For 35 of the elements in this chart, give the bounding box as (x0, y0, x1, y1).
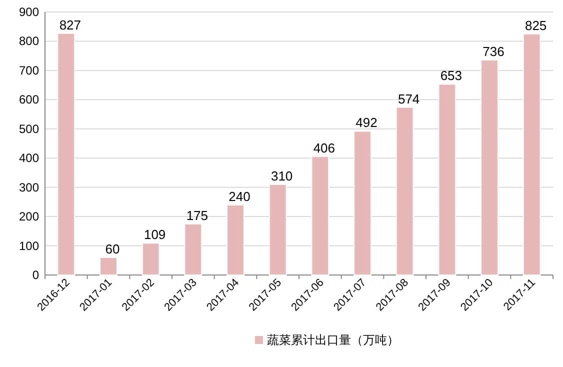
y-tick-label: 600 (18, 92, 40, 107)
y-tick-label: 800 (18, 34, 40, 48)
data-label: 60 (105, 241, 120, 256)
data-label: 240 (228, 188, 250, 204)
y-tick-label: 500 (18, 122, 40, 136)
y-tick-label: 0 (32, 268, 40, 282)
data-label: 406 (313, 140, 336, 156)
bar (142, 242, 160, 276)
bar (184, 223, 202, 276)
y-tick-label: 300 (18, 180, 40, 194)
data-label: 736 (482, 44, 504, 59)
data-label: 653 (440, 68, 462, 84)
y-tick-label: 900 (18, 5, 40, 19)
bar (480, 59, 498, 276)
legend-label: 蔬菜累计出口量（万吨） (267, 333, 399, 347)
bar (57, 32, 76, 276)
data-label: 310 (270, 168, 293, 184)
bar (396, 106, 414, 276)
y-tick-label: 400 (18, 151, 40, 166)
bar (311, 156, 330, 276)
bar (268, 184, 287, 276)
data-label: 827 (59, 17, 82, 32)
bar (438, 84, 456, 276)
y-tick-label: 100 (18, 238, 40, 253)
bar (226, 204, 244, 276)
bar (100, 256, 118, 276)
data-label: 109 (144, 227, 166, 242)
data-label: 825 (524, 18, 547, 33)
data-label: 574 (398, 91, 420, 106)
y-tick-label: 200 (18, 210, 40, 224)
y-tick-label: 700 (18, 63, 40, 78)
bar (354, 130, 372, 276)
bar (522, 33, 541, 276)
data-label: 492 (356, 115, 378, 130)
data-label: 175 (186, 208, 208, 223)
